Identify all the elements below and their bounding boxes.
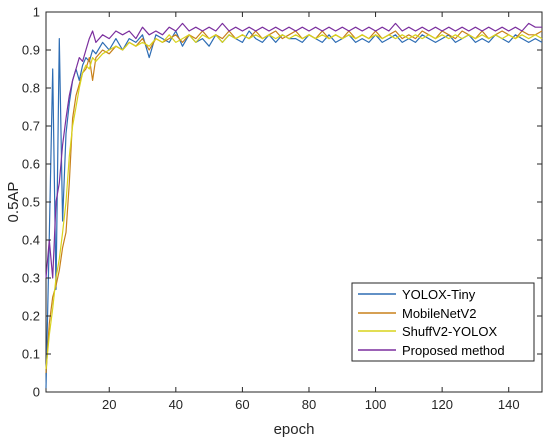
x-axis-label: epoch — [274, 421, 315, 438]
series-line-proposed-method — [45, 22, 542, 279]
x-tick-label: 40 — [169, 397, 183, 412]
y-axis-ticks: 0 0.1 0.2 0.3 0.4 0.5 0.6 0.7 0.8 0.9 1 — [22, 5, 542, 400]
legend: YOLOX-Tiny MobileNetV2 ShuffV2-YOLOX Pro… — [351, 282, 535, 362]
y-tick-label: 0.2 — [22, 309, 40, 324]
y-tick-label: 1 — [33, 5, 40, 20]
legend-label: MobileNetV2 — [402, 306, 476, 321]
series-layer — [45, 22, 543, 389]
x-tick-label: 100 — [365, 397, 387, 412]
series-line-shuffv2-yolox — [45, 34, 543, 370]
x-tick-label: 20 — [102, 397, 116, 412]
legend-box — [351, 282, 535, 362]
x-tick-label: 60 — [235, 397, 249, 412]
legend-entry: MobileNetV2 — [358, 306, 476, 321]
x-axis-ticks: 20 40 60 80 100 120 140 — [102, 12, 520, 412]
x-tick-label: 80 — [302, 397, 316, 412]
y-tick-label: 0.8 — [22, 81, 40, 96]
y-tick-label: 0.1 — [22, 347, 40, 362]
y-tick-label: 0 — [33, 385, 40, 400]
x-tick-label: 120 — [431, 397, 453, 412]
y-tick-label: 0.9 — [22, 43, 40, 58]
y-tick-label: 0.5 — [22, 195, 40, 210]
y-tick-label: 0.3 — [22, 271, 40, 286]
y-tick-label: 0.7 — [22, 119, 40, 134]
legend-label: YOLOX-Tiny — [402, 287, 476, 302]
y-tick-label: 0.4 — [22, 233, 40, 248]
y-axis-label: 0.5AP — [5, 182, 22, 223]
legend-entry: ShuffV2-YOLOX — [358, 324, 497, 339]
legend-label: ShuffV2-YOLOX — [402, 324, 497, 339]
legend-entry: Proposed method — [358, 343, 505, 358]
x-tick-label: 140 — [498, 397, 520, 412]
legend-entry: YOLOX-Tiny — [358, 287, 476, 302]
y-tick-label: 0.6 — [22, 157, 40, 172]
legend-label: Proposed method — [402, 343, 505, 358]
